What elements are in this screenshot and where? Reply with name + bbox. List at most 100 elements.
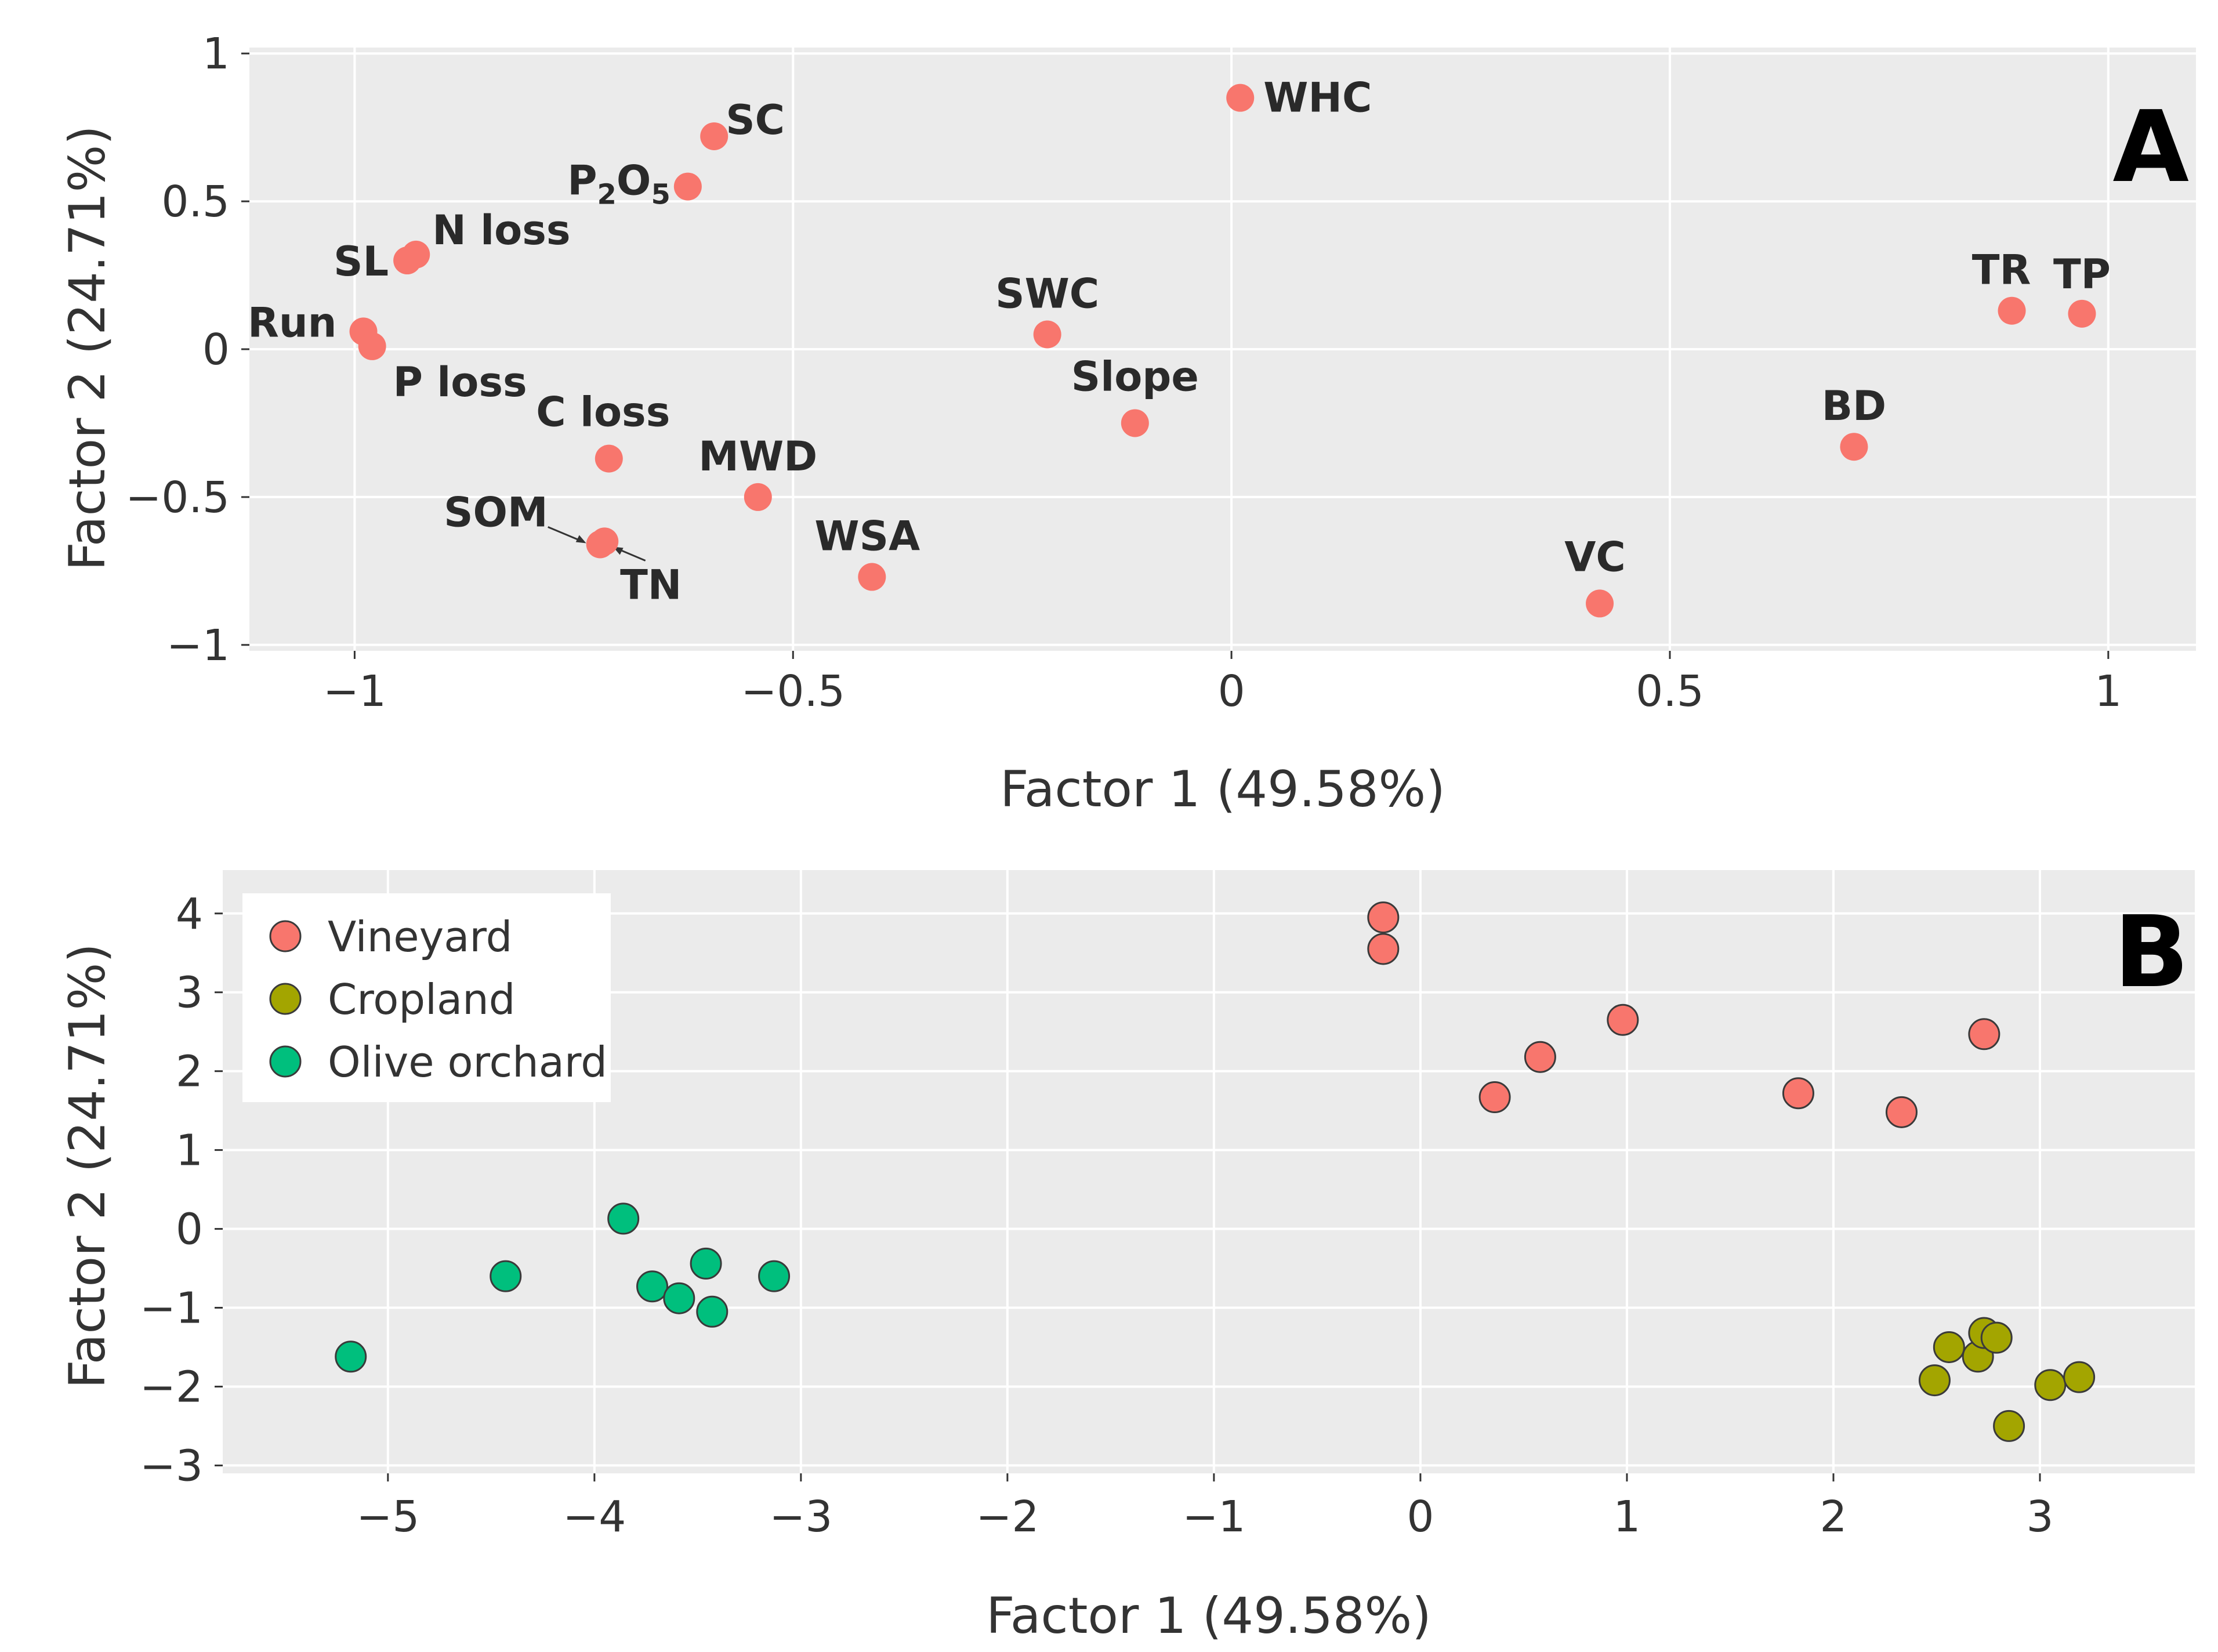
label-slope: Slope <box>1071 353 1199 400</box>
panel-a-y-tick-label: −1 <box>166 621 230 671</box>
point-tr <box>1998 296 2026 325</box>
panel-a-y-tick-label: 0.5 <box>161 177 230 227</box>
point-olive-orchard <box>663 1282 695 1314</box>
panel-b-y-tick-label: −2 <box>140 1362 203 1412</box>
panel-b-x-tick-label: −4 <box>563 1492 626 1542</box>
label-som: SOM <box>444 488 548 536</box>
label-p2o5: P2O5 <box>567 157 671 211</box>
panel-b-y-tick-label: −1 <box>140 1284 203 1334</box>
point-bd <box>1840 433 1868 461</box>
panel-b-x-tick-label: 1 <box>1613 1492 1640 1542</box>
point-cropland <box>1933 1331 1965 1363</box>
legend-label-cropland: Cropland <box>328 975 516 1024</box>
panel-a-x-tick-label: 1 <box>2094 666 2122 716</box>
legend-box <box>242 893 611 1102</box>
point-p-loss <box>358 332 386 360</box>
panel-b-x-tick-label: 2 <box>1820 1492 1847 1542</box>
label-n-loss: N loss <box>432 206 570 254</box>
point-slope <box>1121 409 1149 437</box>
point-vineyard <box>1782 1077 1814 1110</box>
panel-a-x-tick-label: 0.5 <box>1636 666 1704 716</box>
label-tn: TN <box>620 561 682 608</box>
panel-b-y-ticks: 4 3 2 1 0 −1 −2 −3 <box>140 889 223 1491</box>
point-cropland <box>2063 1361 2096 1393</box>
label-bd: BD <box>1822 382 1886 430</box>
panel-a-x-ticks: −1 −0.5 0 0.5 1 <box>323 651 2122 716</box>
point-swc <box>1033 320 1061 349</box>
label-tr: TR <box>1972 247 2031 294</box>
label-tp: TP <box>2053 251 2111 298</box>
point-vineyard <box>1607 1003 1639 1036</box>
label-sl: SL <box>334 238 389 285</box>
panel-b-x-tick-label: 3 <box>2026 1492 2053 1542</box>
point-olive-orchard <box>490 1260 522 1292</box>
panel-b-letter: B <box>2114 895 2189 1010</box>
panel-b-y-tick-label: 3 <box>176 968 203 1018</box>
panel-a-x-axis-title: Factor 1 (49.58%) <box>1000 760 1445 818</box>
panel-b-y-tick-label: 2 <box>176 1047 203 1097</box>
panel-a-x-tick-label: −1 <box>323 666 386 716</box>
label-swc: SWC <box>995 270 1099 318</box>
panel-b-y-tick-label: −3 <box>140 1441 203 1491</box>
point-cropland <box>1918 1364 1951 1397</box>
panel-b-y-tick-label: 0 <box>176 1205 203 1255</box>
panel-a-y-tick-label: 1 <box>202 29 230 79</box>
legend: Vineyard Cropland Olive orchard <box>242 893 611 1102</box>
point-olive-orchard <box>696 1295 729 1328</box>
point-whc <box>1226 84 1255 112</box>
panel-b-y-axis-title: Factor 2 (24.71%) <box>59 943 117 1389</box>
point-olive-orchard <box>335 1341 367 1373</box>
point-vc <box>1586 589 1614 618</box>
panel-b-y-tick-label: 4 <box>176 889 203 939</box>
point-vineyard <box>1968 1018 2000 1050</box>
point-vineyard <box>1367 901 1400 934</box>
panel-b-x-tick-label: −5 <box>356 1492 419 1542</box>
panel-a-y-ticks: 1 0.5 0 −0.5 −1 <box>125 29 249 671</box>
point-olive-orchard <box>690 1247 722 1280</box>
point-olive-orchard <box>758 1260 791 1292</box>
legend-label-vineyard: Vineyard <box>328 912 512 961</box>
label-mwd: MWD <box>698 433 817 480</box>
panel-b-x-tick-label: −2 <box>976 1492 1039 1542</box>
label-whc: WHC <box>1263 74 1372 122</box>
panel-a-gridlines <box>249 48 2196 651</box>
point-cropland <box>1993 1410 2025 1442</box>
panel-b-y-tick-label: 1 <box>176 1126 203 1176</box>
legend-marker-vineyard <box>269 920 302 952</box>
panel-a-x-tick-label: 0 <box>1218 666 1245 716</box>
panel-a-y-tick-label: −0.5 <box>125 473 230 523</box>
point-vineyard <box>1367 933 1400 965</box>
panel-a-y-tick-label: 0 <box>202 325 230 375</box>
point-tn <box>590 527 619 556</box>
panel-a-x-tick-label: −0.5 <box>741 666 845 716</box>
label-vc: VC <box>1564 533 1626 581</box>
label-sc: SC <box>726 96 785 144</box>
panel-b-x-tick-label: −3 <box>769 1492 832 1542</box>
panel-a-points <box>349 84 2096 618</box>
panel-b-points <box>335 901 2096 1442</box>
point-vineyard <box>1885 1096 1918 1128</box>
point-sc <box>700 122 729 150</box>
point-tp <box>2068 299 2096 328</box>
point-c-loss <box>595 444 623 473</box>
panel-b-x-tick-label: 0 <box>1407 1492 1434 1542</box>
point-mwd <box>744 483 772 511</box>
label-p-loss: P loss <box>393 358 527 406</box>
panel-b-x-ticks: −5 −4 −3 −2 −1 0 1 2 3 <box>356 1473 2054 1542</box>
point-sl <box>393 247 422 275</box>
label-run: Run <box>248 299 337 346</box>
point-olive-orchard <box>607 1202 640 1235</box>
point-p2o5 <box>673 172 702 201</box>
panel-a-y-axis-title: Factor 2 (24.71%) <box>59 125 117 571</box>
label-wsa: WSA <box>814 513 920 560</box>
panel-b-chart: −5 −4 −3 −2 −1 0 1 2 3 4 3 2 1 0 −1 −2 −3 Vineyard Crop… <box>59 870 2195 1645</box>
point-cropland <box>1980 1321 2013 1354</box>
point-olive-orchard <box>636 1270 669 1303</box>
panel-b-x-axis-title: Factor 1 (49.58%) <box>986 1587 1431 1645</box>
panel-b-x-tick-label: −1 <box>1182 1492 1245 1542</box>
point-vineyard <box>1478 1081 1511 1114</box>
point-vineyard <box>1524 1041 1556 1073</box>
